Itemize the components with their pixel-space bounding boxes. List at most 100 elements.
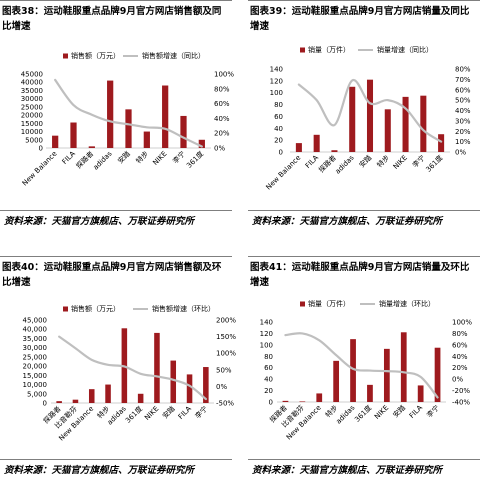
left-axis-tick-label: 35,000: [23, 335, 48, 343]
left-axis-tick-label: 20: [274, 137, 283, 145]
left-axis-tick-label: 80: [274, 101, 283, 109]
left-axis-tick-label: 40,000: [23, 326, 48, 334]
legend-bar-label: 销售额（万元）: [71, 304, 120, 313]
left-axis-tick-label: 30,000: [23, 344, 48, 352]
legend-bar-label: 销售额（万元）: [71, 51, 120, 60]
bar: [295, 143, 302, 152]
bar: [88, 389, 95, 403]
x-axis-category-label: adidas: [92, 150, 114, 172]
left-axis-tick-label: 40000: [21, 79, 43, 87]
bar: [420, 95, 427, 152]
left-axis-tick-label: 40: [274, 125, 283, 133]
right-axis-tick-label: 70%: [455, 76, 471, 84]
right-axis-tick-label: 60%: [452, 341, 468, 349]
left-axis-tick-label: 140: [260, 319, 273, 327]
right-axis-tick-label: 80%: [214, 85, 230, 93]
bar: [282, 400, 289, 402]
right-axis-tick-label: -50%: [216, 400, 234, 408]
bar: [384, 109, 391, 152]
x-axis-category-label: New Balance: [21, 150, 59, 188]
bar: [72, 399, 79, 403]
left-axis-tick-label: 0: [43, 400, 47, 408]
left-axis-tick-label: 80: [264, 353, 273, 361]
right-axis-tick-label: 40%: [455, 107, 471, 115]
x-axis-category-label: NIKE: [373, 404, 390, 421]
left-axis-tick-label: 40: [264, 376, 273, 384]
right-axis-tick-label: 20%: [452, 364, 468, 372]
series-line: [58, 335, 207, 401]
combo-chart-41: 销量（万件） 销量增速（环比） 0 20 40 60 80 100 120 140 -40% -20%…: [260, 299, 473, 442]
bar: [349, 86, 356, 152]
bar: [107, 80, 114, 148]
bar: [299, 401, 306, 403]
x-axis-category-label: 李宁: [193, 404, 209, 420]
bar: [316, 393, 323, 402]
series-line: [297, 79, 443, 143]
left-axis-tick-label: 25,000: [23, 353, 48, 361]
chart-panel-40: 图表40：运动鞋服重点品牌9月官方网店销售额及环比增速 销售额（万元） 销售额增速…: [0, 256, 237, 482]
bar: [125, 109, 132, 148]
bar: [198, 139, 205, 148]
bar: [105, 384, 111, 403]
bar: [70, 122, 77, 148]
bar: [417, 385, 424, 402]
right-axis-tick-label: 60%: [455, 86, 471, 94]
right-axis-tick-label: 40%: [214, 115, 230, 123]
right-axis-tick-label: -20%: [452, 387, 470, 395]
x-axis-category-label: NIKE: [392, 154, 409, 171]
bar: [88, 146, 95, 148]
left-axis-tick-label: 25000: [21, 103, 43, 111]
bar: [162, 85, 169, 148]
left-axis-tick-label: 100: [260, 341, 273, 349]
source-note: 资料来源：天猫官方旗舰店、万联证券研究所: [0, 459, 232, 477]
legend-line-label: 销量增速（环比）: [379, 299, 435, 308]
source-note: 资料来源：天猫官方旗舰店、万联证券研究所: [248, 459, 480, 477]
left-axis-tick-label: 45000: [21, 71, 43, 79]
left-axis-tick-label: 45,000: [23, 317, 48, 325]
left-axis-tick-label: 20000: [21, 112, 43, 120]
legend-line-label: 销售额增速（同比）: [142, 51, 205, 60]
x-axis-category-label: 安踏: [160, 404, 176, 420]
bar: [400, 332, 407, 402]
legend-bar-swatch: [63, 53, 68, 59]
left-axis-tick-label: 0: [39, 145, 43, 153]
left-axis-tick-label: 30000: [21, 95, 43, 103]
bar: [137, 393, 144, 403]
left-axis-tick-label: 20: [264, 387, 273, 395]
left-axis-tick-label: 60: [274, 113, 283, 121]
bar: [154, 332, 160, 403]
right-axis-tick-label: 150%: [216, 333, 236, 341]
bar: [186, 374, 193, 403]
legend-bar-label: 销量（万件）: [308, 299, 350, 308]
source-note: 资料来源：天猫官方旗舰店、万联证券研究所: [0, 210, 232, 228]
right-axis-tick-label: 100%: [452, 319, 472, 327]
bar: [52, 135, 59, 148]
left-axis-tick-label: 0: [269, 399, 273, 407]
x-axis-category-label: 安踏: [391, 403, 407, 419]
right-axis-tick-label: 200%: [216, 317, 236, 325]
source-note: 资料来源：天猫官方旗舰店、万联证券研究所: [248, 210, 480, 228]
bar: [383, 348, 390, 402]
figure-title: 图表39：运动鞋服重点品牌9月官方网店销量及同比增速: [248, 0, 480, 34]
x-axis-category-label: FILA: [408, 404, 424, 420]
chart-panel-38: 图表38：运动鞋服重点品牌9月官方网店销售额及同比增速 销售额（万元） 销售额增速…: [0, 0, 234, 234]
figure-title: 图表40：运动鞋服重点品牌9月官方网店销售额及环比增速: [0, 256, 232, 290]
right-axis-tick-label: 20%: [455, 128, 471, 136]
right-axis-tick-label: 60%: [214, 100, 230, 108]
bar: [56, 401, 62, 403]
figure-title: 图表41：运动鞋服重点品牌9月官方网店销量及环比增速: [248, 256, 480, 290]
right-axis-tick-label: 0%: [214, 145, 225, 153]
x-axis-category-label: 李宁: [425, 403, 441, 419]
left-axis-tick-label: 10,000: [23, 381, 48, 389]
bar: [434, 347, 441, 402]
bar: [313, 134, 320, 152]
x-axis-category-label: adidas: [106, 405, 128, 427]
chart-panel-41: 图表41：运动鞋服重点品牌9月官方网店销量及环比增速 销量（万件） 销量增速（环比…: [248, 256, 480, 482]
legend-line-label: 销售额增速（环比）: [152, 304, 215, 313]
x-axis-category-label: 361度: [184, 149, 205, 170]
right-axis-tick-label: 10%: [455, 138, 471, 146]
legend-bar-swatch: [63, 306, 68, 312]
x-axis-category-label: 李宁: [410, 153, 426, 169]
right-axis-tick-label: 80%: [452, 330, 468, 338]
combo-chart-40: 销售额（万元） 销售额增速（环比） 0 5,00010,00015,00020,000…: [23, 304, 237, 443]
